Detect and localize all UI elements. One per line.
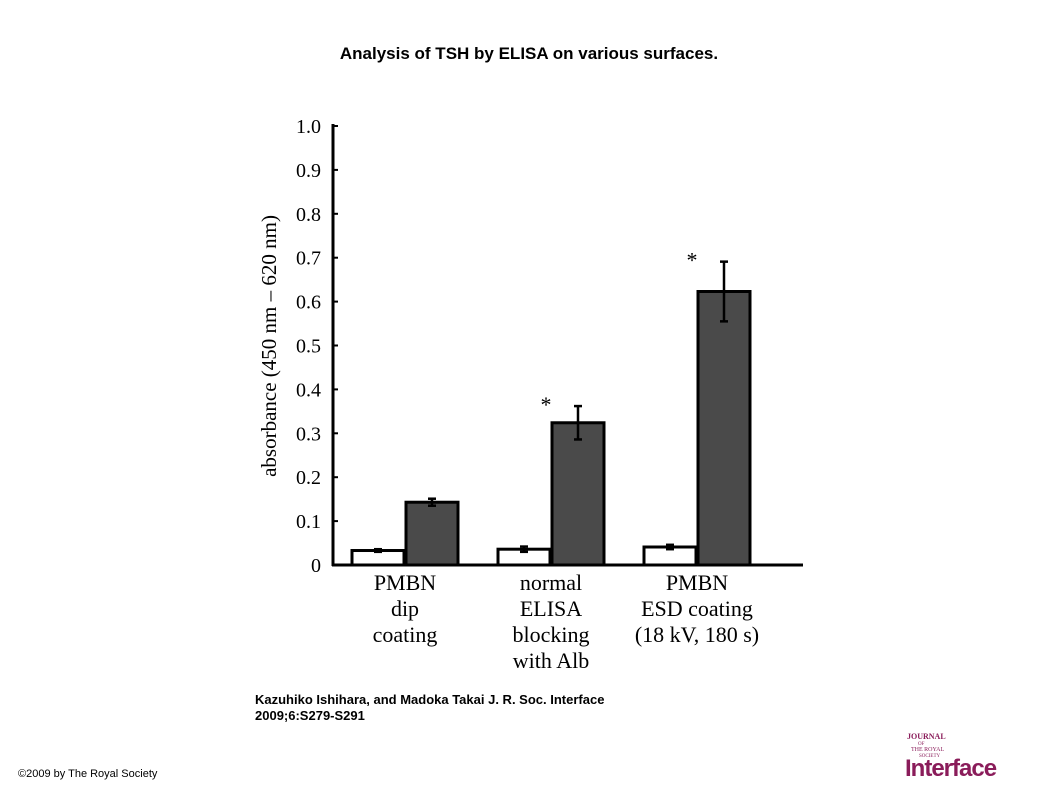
annotations-group: ** [541, 248, 698, 417]
y-tick-label: 0.2 [296, 467, 321, 489]
significance-asterisk: * [687, 248, 698, 273]
bar [550, 421, 606, 567]
category-label-line: coating [373, 622, 438, 647]
category-label-line: normal [520, 570, 582, 595]
journal-logo: JOURNAL OF THE ROYAL SOCIETY Interface [905, 732, 998, 780]
category-label-line: with Alb [513, 648, 589, 673]
category-label-line: blocking [513, 622, 590, 647]
category-label-line: dip [391, 596, 419, 621]
y-tick-label: 0 [311, 555, 321, 577]
copyright-text: ©2009 by The Royal Society [18, 768, 158, 780]
logo-word-journal: JOURNAL [907, 732, 946, 741]
error-bars-group [374, 260, 728, 554]
significance-asterisk: * [541, 392, 552, 417]
category-label-line: PMBN [666, 570, 728, 595]
y-tick-label: 0.1 [296, 511, 321, 533]
y-tick-label: 0.5 [296, 336, 321, 358]
logo-word-the-royal: THE ROYAL [911, 747, 944, 753]
category-label-line: (18 kV, 180 s) [635, 622, 759, 647]
bar [404, 500, 460, 567]
citation: Kazuhiko Ishihara, and Madoka Takai J. R… [255, 692, 725, 724]
logo-word-society: SOCIETY [919, 754, 941, 759]
logo-word-interface: Interface [905, 755, 997, 780]
bar [696, 290, 752, 567]
y-tick-label: 0.9 [296, 160, 321, 182]
y-tick-label: 0.3 [296, 423, 321, 445]
y-tick-label: 0.7 [296, 248, 321, 270]
y-axis-label-group: absorbance (450 nm – 620 nm) [257, 215, 281, 477]
category-label-line: ESD coating [641, 596, 753, 621]
y-tick-label: 0.6 [296, 292, 321, 314]
citation-line-1: Kazuhiko Ishihara, and Madoka Takai J. R… [255, 692, 605, 707]
slide-title: Analysis of TSH by ELISA on various surf… [339, 44, 719, 63]
logo-word-of: OF [918, 742, 925, 747]
y-tick-label: 1.0 [296, 116, 321, 138]
y-tick-label: 0.8 [296, 204, 321, 226]
bars-group [350, 290, 752, 567]
category-label-line: PMBN [374, 570, 436, 595]
y-axis-label: absorbance (450 nm – 620 nm) [257, 215, 281, 477]
y-tick-label: 0.4 [296, 379, 321, 401]
citation-line-2: 2009;6:S279-S291 [255, 708, 365, 723]
y-tick-labels: 0 0.1 0.2 0.3 0.4 0.5 0.6 0.7 0.8 0.9 1.0 [296, 116, 338, 577]
category-label-line: ELISA [520, 596, 582, 621]
